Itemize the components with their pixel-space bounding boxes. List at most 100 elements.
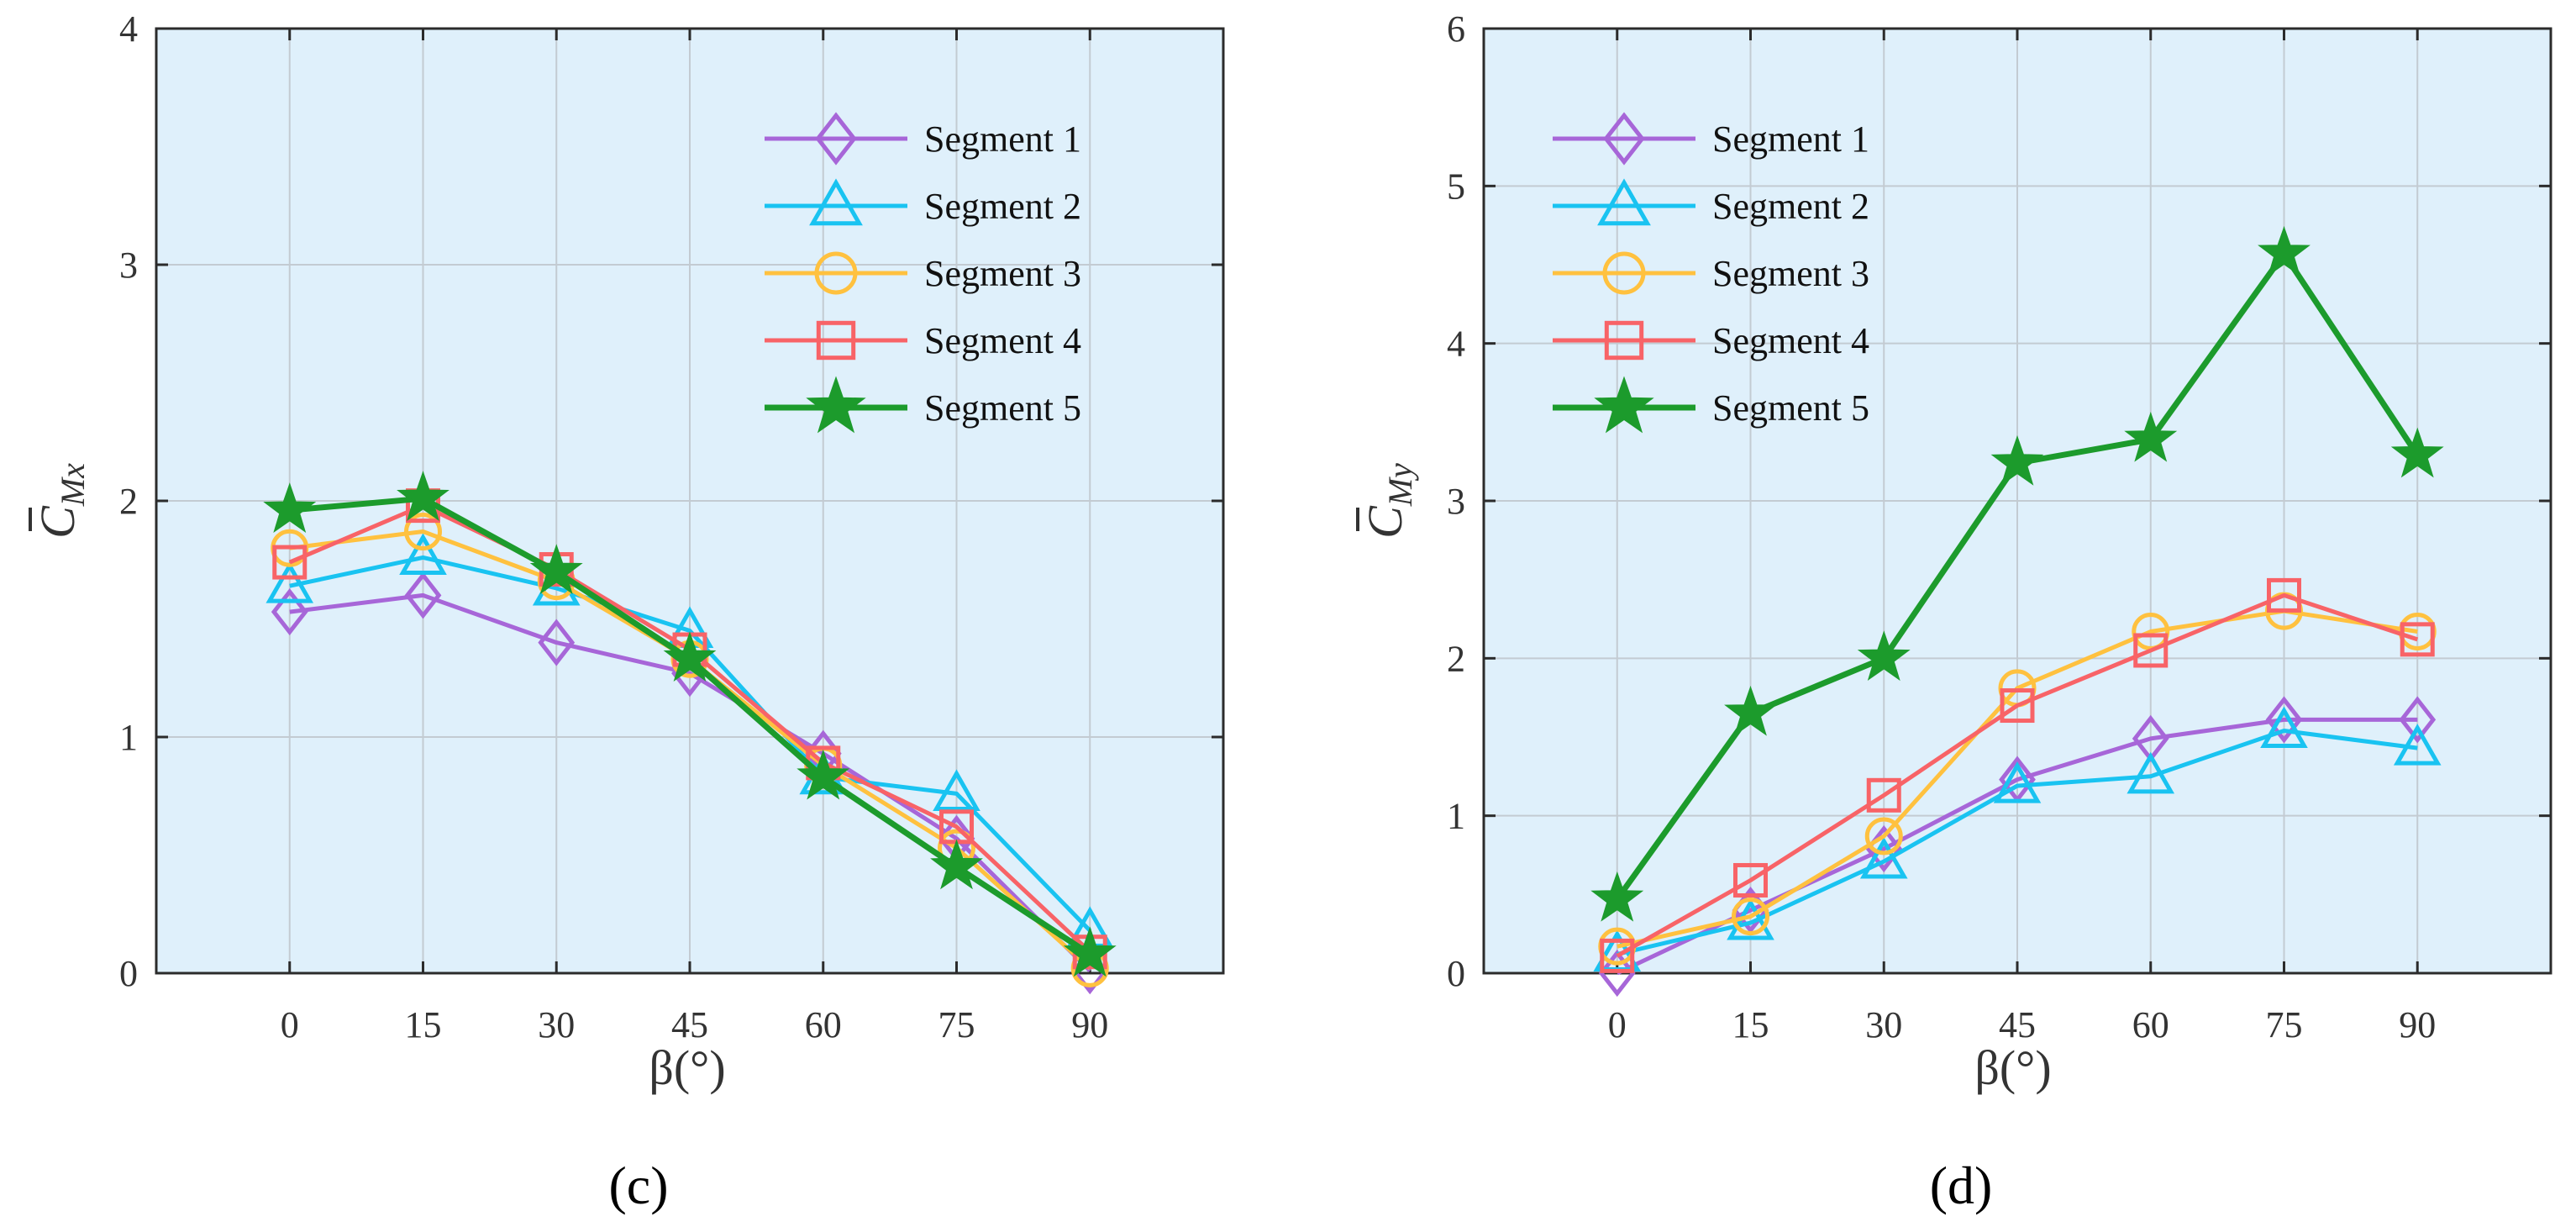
data-point-series-3 <box>1732 898 1769 936</box>
data-point-series-2 <box>399 533 447 575</box>
series-line-1 <box>289 592 1092 972</box>
x-tick-label: 0 <box>1608 1004 1627 1045</box>
data-point-series-4 <box>2267 577 2301 613</box>
legend-label: Segment 3 <box>924 253 1081 294</box>
data-point-series-1 <box>404 571 442 619</box>
legend-marker <box>815 112 857 166</box>
x-tick-label: 90 <box>2399 1004 2436 1045</box>
data-point-series-5 <box>2124 411 2178 462</box>
x-tick-label: 60 <box>2132 1004 2169 1045</box>
legend-marker <box>806 376 866 434</box>
legend-marker <box>1603 112 1645 166</box>
legend-marker <box>1602 251 1646 295</box>
y-tick-label: 0 <box>119 953 138 994</box>
data-point-series-1 <box>538 619 576 666</box>
x-tick-label: 15 <box>1732 1004 1769 1045</box>
series-line-1 <box>1616 717 2418 976</box>
data-point-series-5 <box>1990 434 2044 486</box>
x-tick-label: 90 <box>1071 1004 1108 1045</box>
legend-label: Segment 5 <box>924 387 1081 429</box>
legend-label: Segment 2 <box>1712 186 1869 227</box>
y-axis-label: CMx <box>30 463 92 539</box>
data-point-series-4 <box>2000 688 2035 724</box>
legend-marker <box>809 178 863 226</box>
data-point-series-4 <box>1866 777 1901 813</box>
data-point-series-4 <box>272 545 308 580</box>
legend: Segment 1 Segment 2 Segment 3 Segment 4 Segm… <box>1553 112 1869 434</box>
series-line-2 <box>1617 729 2418 956</box>
data-point-series-5 <box>2390 427 2444 478</box>
panel-label: (d) <box>1930 1156 1993 1215</box>
y-tick-label: 6 <box>1447 8 1465 50</box>
data-point-series-5 <box>796 749 850 800</box>
data-point-series-4 <box>1733 862 1768 898</box>
legend-label: Segment 2 <box>924 186 1081 227</box>
data-point-series-5 <box>1724 685 1777 736</box>
data-point-series-2 <box>933 769 980 811</box>
data-point-series-2 <box>2393 724 2442 766</box>
x-tick-label: 30 <box>1865 1004 1902 1045</box>
y-tick-label: 4 <box>119 8 138 50</box>
data-point-series-5 <box>397 471 449 521</box>
chart-panel-1: 0 15 30 45 60 75 90 0 1 2 3 4 Segment 1 Segment 2 Segm… <box>29 8 1225 1215</box>
data-point-series-2 <box>265 561 314 603</box>
legend-label: Segment 4 <box>924 320 1081 361</box>
data-point-series-1 <box>271 588 308 636</box>
y-axis-label-base: C <box>30 505 85 539</box>
series-line-2 <box>289 555 1092 933</box>
x-tick-label: 60 <box>805 1004 842 1045</box>
data-point-series-5 <box>1590 871 1644 922</box>
y-tick-label: 1 <box>119 717 138 758</box>
data-point-series-4 <box>1600 938 1635 973</box>
legend-marker <box>814 251 858 295</box>
y-tick-label: 2 <box>119 481 138 522</box>
x-axis-label: β(°) <box>1974 1040 2051 1095</box>
data-point-series-1 <box>2399 696 2437 744</box>
x-axis-label: β(°) <box>649 1040 725 1095</box>
data-point-series-5 <box>1063 926 1117 977</box>
y-tick-label: 4 <box>1447 324 1465 365</box>
y-axis-label: CMy <box>1358 463 1419 539</box>
data-point-series-3 <box>404 513 442 551</box>
y-tick-label: 3 <box>119 245 138 286</box>
data-point-series-4 <box>2400 622 2435 657</box>
data-point-series-2 <box>1993 761 2042 803</box>
data-point-series-5 <box>529 544 583 595</box>
legend-marker <box>1594 376 1654 434</box>
y-axis-label-subscript: My <box>1381 463 1419 507</box>
data-point-series-5 <box>2258 225 2311 276</box>
y-axis-label-subscript: Mx <box>54 463 92 507</box>
data-point-series-5 <box>1857 630 1911 682</box>
legend-label: Segment 1 <box>924 118 1081 160</box>
data-point-series-2 <box>2127 751 2175 794</box>
x-tick-label: 15 <box>405 1004 442 1045</box>
legend-label: Segment 5 <box>1712 387 1869 429</box>
legend-label: Segment 3 <box>1712 253 1869 294</box>
data-point-series-2 <box>2260 706 2308 749</box>
legend-marker <box>1597 178 1651 226</box>
data-point-series-2 <box>1859 836 1908 879</box>
y-tick-label: 1 <box>1447 796 1465 837</box>
x-tick-label: 30 <box>538 1004 575 1045</box>
legend-label: Segment 4 <box>1712 320 1869 361</box>
data-point-series-3 <box>1864 817 1903 856</box>
data-point-series-5 <box>663 631 717 682</box>
panel-label: (c) <box>608 1156 668 1215</box>
data-point-series-5 <box>263 482 317 533</box>
legend-label: Segment 1 <box>1712 118 1869 160</box>
series-line-4 <box>1616 592 2419 958</box>
x-tick-label: 75 <box>2266 1004 2303 1045</box>
y-tick-label: 2 <box>1447 638 1465 679</box>
x-tick-label: 75 <box>938 1004 975 1045</box>
y-axis-label-base: C <box>1358 505 1412 539</box>
y-tick-label: 0 <box>1447 953 1465 994</box>
x-tick-label: 0 <box>281 1004 299 1045</box>
data-point-series-1 <box>2265 696 2303 744</box>
legend-marker <box>816 320 856 361</box>
x-tick-label: 45 <box>671 1004 708 1045</box>
legend-marker <box>1604 320 1644 361</box>
x-tick-label: 45 <box>1999 1004 2036 1045</box>
data-point-series-1 <box>1598 949 1636 998</box>
